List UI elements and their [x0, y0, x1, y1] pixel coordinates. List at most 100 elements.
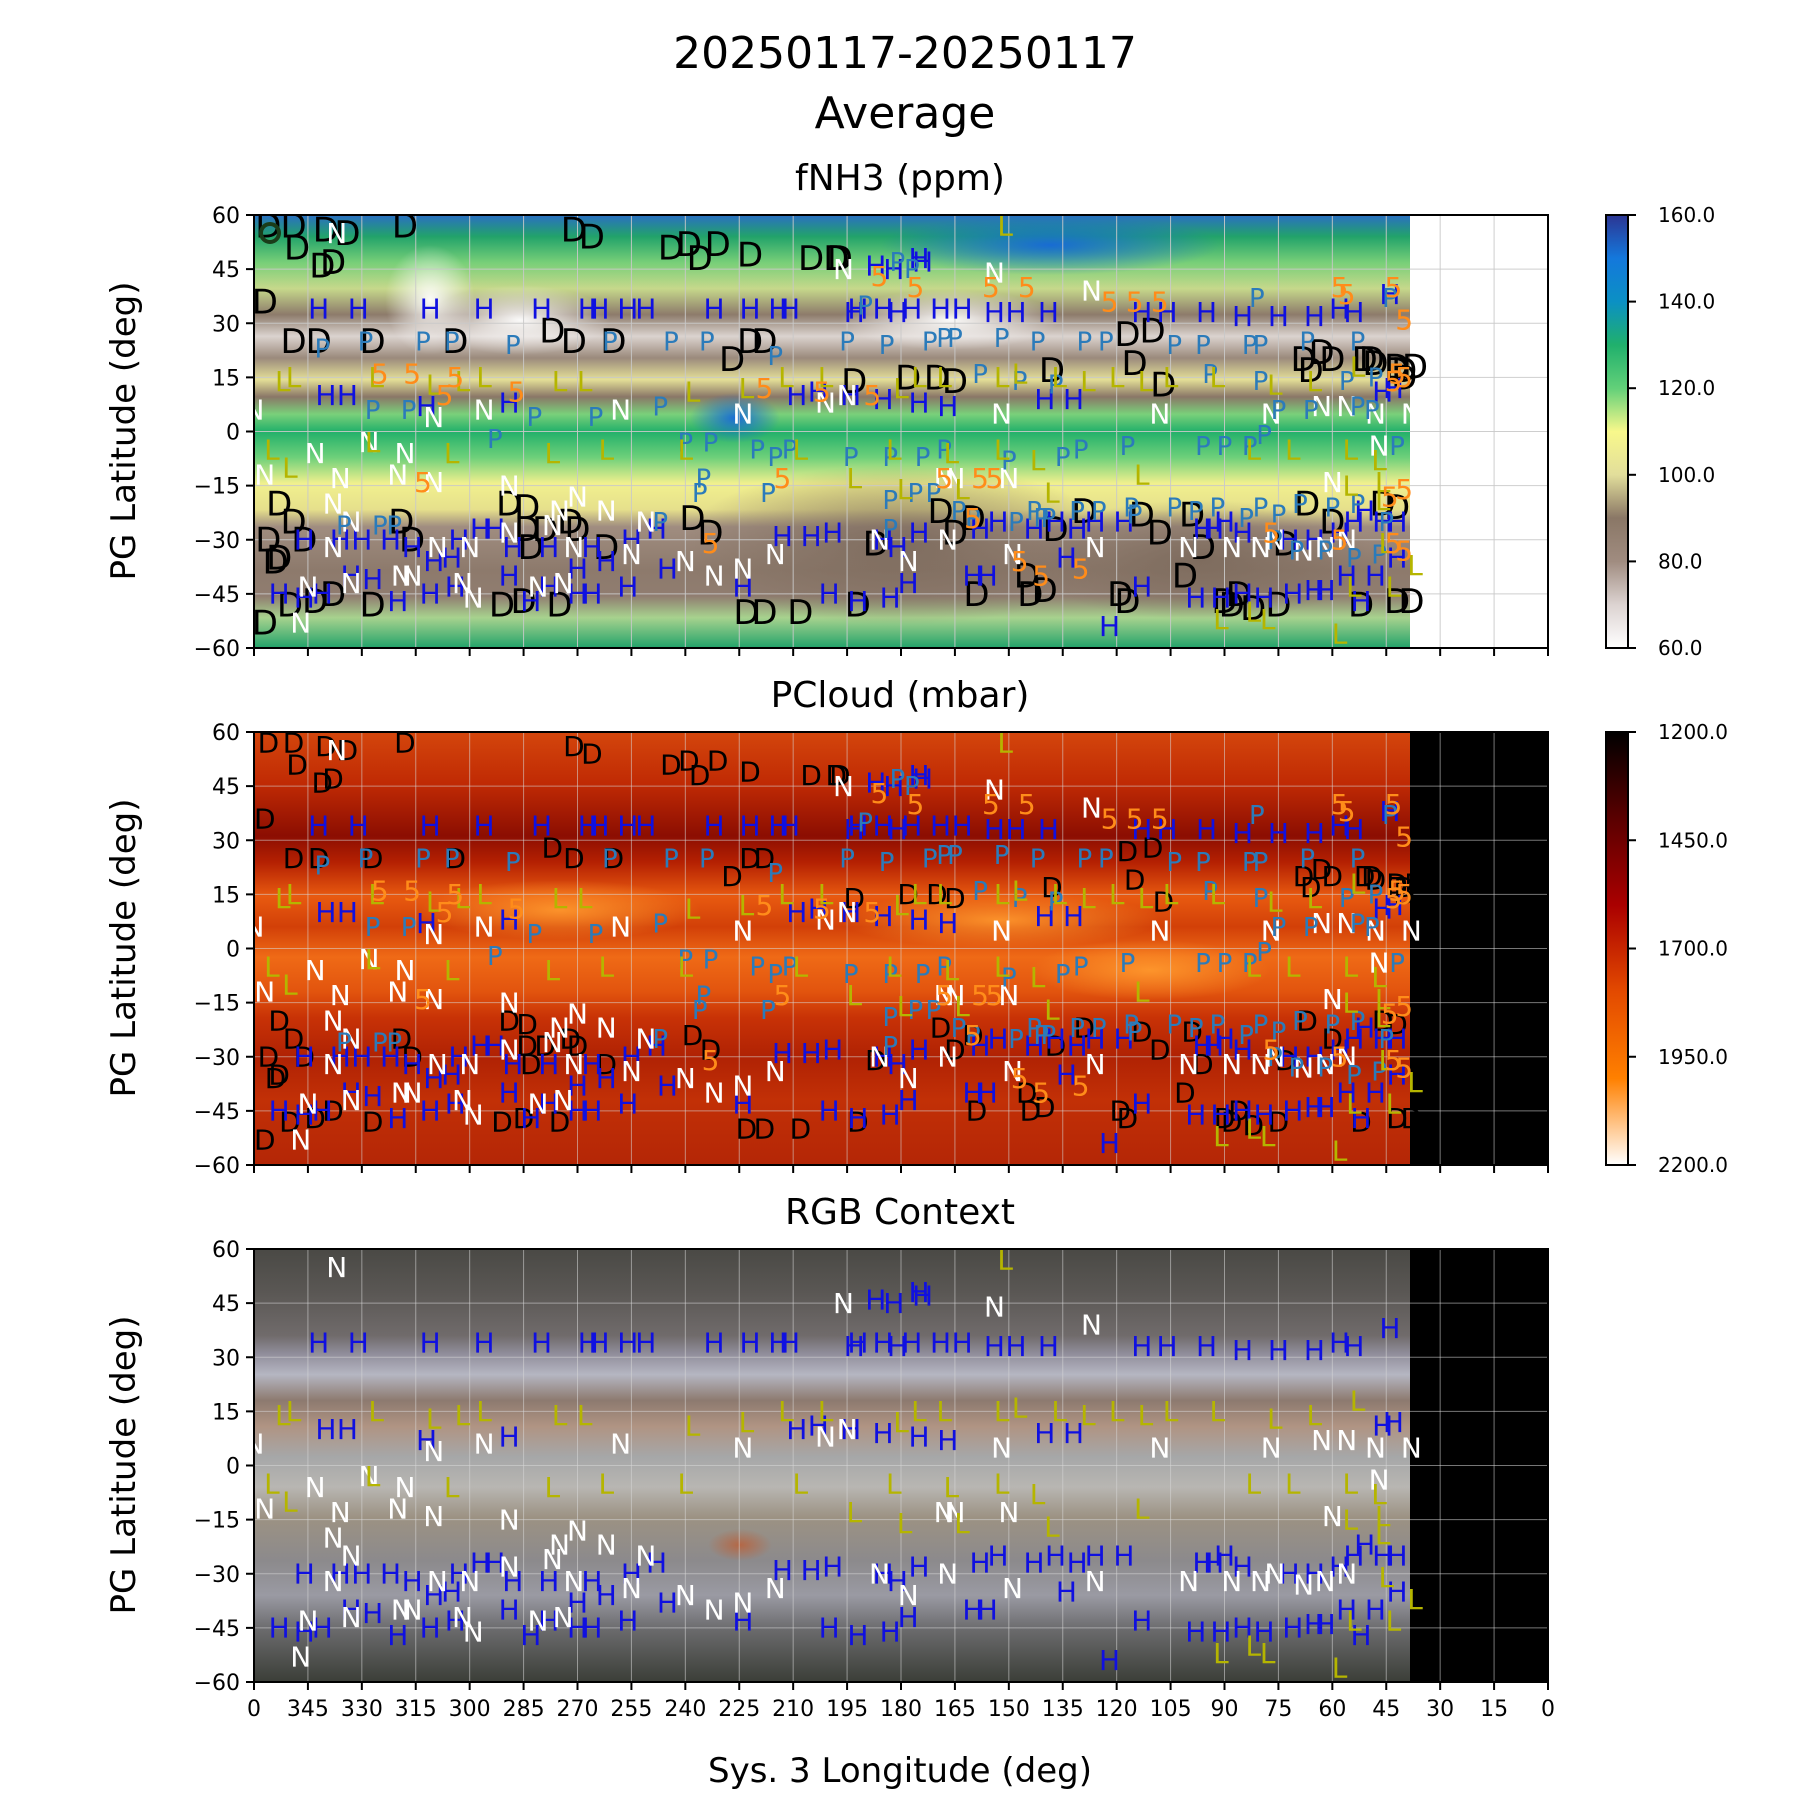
marker-H: H [1156, 296, 1177, 329]
marker-H: H [898, 1084, 919, 1117]
marker-P: P [1339, 367, 1355, 397]
marker-D: D [798, 239, 824, 279]
marker-N: N [1085, 1048, 1106, 1081]
panel1-yticks: 60 45 30 15 0 −15 −30 −45 −60 [194, 204, 254, 662]
marker-H: H [952, 810, 973, 843]
marker-H: H [1203, 513, 1224, 546]
marker-P: P [1242, 432, 1258, 462]
marker-N: N [596, 1012, 617, 1045]
marker-5: 5 [986, 979, 1004, 1012]
marker-L: L [739, 889, 755, 922]
marker-5: 5 [507, 893, 525, 926]
marker-N: N [499, 986, 520, 1019]
marker-H: H [337, 896, 358, 929]
marker-L: L [1343, 469, 1359, 502]
marker-P: P [749, 953, 765, 983]
marker-H: H [657, 552, 678, 585]
marker-D: D [845, 586, 871, 626]
marker-L: L [1030, 444, 1046, 477]
marker-L: L [954, 473, 970, 506]
marker-P: P [663, 327, 679, 357]
marker-P: P [1299, 844, 1315, 874]
marker-N: N [1401, 1431, 1422, 1464]
marker-H: H [1365, 560, 1386, 593]
marker-5: 5 [403, 875, 421, 908]
marker-H: H [1282, 578, 1303, 611]
marker-H: H [772, 520, 793, 553]
marker-D: D [266, 485, 292, 525]
marker-D: D [1014, 557, 1040, 597]
marker-D: D [1117, 835, 1139, 868]
xtick-label: 330 [341, 1697, 383, 1722]
marker-N: N [459, 1048, 480, 1081]
marker-H: H [768, 1327, 789, 1360]
marker-D: D [944, 1033, 966, 1066]
marker-L: L [897, 1507, 913, 1540]
marker-D: D [294, 1041, 316, 1074]
marker-H: H [1192, 1547, 1213, 1580]
marker-N: N [326, 734, 347, 767]
marker-H: H [470, 1547, 491, 1580]
marker-5: 5 [813, 376, 831, 409]
marker-H: H [970, 1547, 991, 1580]
marker-D: D [1384, 488, 1410, 528]
marker-P: P [1382, 801, 1398, 831]
marker-H: H [596, 1062, 617, 1095]
marker-D: D [284, 228, 310, 268]
figure-title-line1: 20250117-20250117 [673, 28, 1137, 79]
marker-L: L [552, 365, 568, 398]
marker-P: P [936, 436, 952, 466]
ytick-label: 30 [212, 312, 240, 337]
marker-D: D [514, 510, 540, 550]
marker-5: 5 [1395, 361, 1413, 394]
marker-H: H [416, 1424, 437, 1457]
marker-L: L [282, 1485, 298, 1518]
marker-H: H [445, 1087, 466, 1120]
marker-N: N [244, 911, 265, 944]
marker-H: H [1304, 1041, 1325, 1074]
marker-N: N [341, 567, 362, 600]
marker-H: H [617, 570, 638, 603]
marker-P: P [1253, 331, 1269, 361]
marker-P: P [1303, 913, 1319, 943]
marker-H: H [448, 1041, 469, 1074]
marker-N: N [567, 997, 588, 1030]
marker-L: L [1267, 368, 1283, 401]
colorbar-tick-label: 1950.0 [1658, 1045, 1728, 1069]
marker-N: N [1315, 1565, 1336, 1598]
marker-N: N [359, 426, 380, 459]
marker-H: H [416, 907, 437, 940]
marker-D: D [520, 1048, 542, 1081]
marker-P: P [692, 996, 708, 1026]
marker-L: L [1350, 867, 1366, 900]
marker-P: P [994, 324, 1010, 354]
marker-5: 5 [1101, 802, 1119, 835]
marker-L: L [739, 1406, 755, 1439]
marker-D: D [966, 1095, 988, 1128]
marker-D: D [561, 322, 587, 362]
marker-D: D [707, 745, 729, 778]
marker-H: H [351, 524, 372, 557]
marker-N: N [387, 1493, 408, 1526]
marker-L: L [1051, 361, 1067, 394]
marker-N: N [635, 1540, 656, 1573]
marker-P: P [1076, 844, 1092, 874]
marker-5: 5 [403, 358, 421, 391]
marker-P: P [1195, 331, 1211, 361]
marker-H: H [772, 1554, 793, 1587]
marker-H: H [474, 810, 495, 843]
marker-H: H [416, 390, 437, 423]
marker-H: H [1232, 578, 1253, 611]
marker-H: H [351, 1558, 372, 1591]
xtick-label: 315 [395, 1697, 437, 1722]
xtick-label: 60 [1318, 1697, 1346, 1722]
marker-D: D [539, 311, 565, 351]
marker-L: L [1350, 1384, 1366, 1417]
marker-D: D [567, 1030, 589, 1063]
marker-H: H [1304, 1558, 1325, 1591]
marker-P: P [1055, 443, 1071, 473]
